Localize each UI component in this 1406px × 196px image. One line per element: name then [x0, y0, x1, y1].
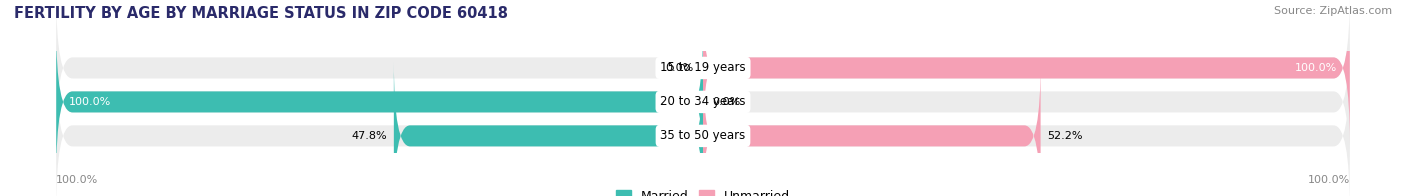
FancyBboxPatch shape: [394, 62, 703, 196]
Text: 47.8%: 47.8%: [352, 131, 388, 141]
Text: 15 to 19 years: 15 to 19 years: [661, 62, 745, 74]
Text: 0.0%: 0.0%: [665, 63, 693, 73]
Legend: Married, Unmarried: Married, Unmarried: [616, 190, 790, 196]
Text: 100.0%: 100.0%: [56, 175, 98, 185]
FancyBboxPatch shape: [703, 0, 1350, 142]
Text: 52.2%: 52.2%: [1047, 131, 1083, 141]
Text: 100.0%: 100.0%: [1295, 63, 1337, 73]
FancyBboxPatch shape: [703, 62, 1040, 196]
Text: Source: ZipAtlas.com: Source: ZipAtlas.com: [1274, 6, 1392, 16]
Text: 20 to 34 years: 20 to 34 years: [661, 95, 745, 108]
FancyBboxPatch shape: [56, 27, 1350, 176]
FancyBboxPatch shape: [56, 27, 703, 176]
Text: 100.0%: 100.0%: [1308, 175, 1350, 185]
Text: 100.0%: 100.0%: [69, 97, 111, 107]
FancyBboxPatch shape: [56, 62, 1350, 196]
Text: FERTILITY BY AGE BY MARRIAGE STATUS IN ZIP CODE 60418: FERTILITY BY AGE BY MARRIAGE STATUS IN Z…: [14, 6, 508, 21]
FancyBboxPatch shape: [56, 0, 1350, 142]
Text: 35 to 50 years: 35 to 50 years: [661, 129, 745, 142]
Text: 0.0%: 0.0%: [713, 97, 741, 107]
